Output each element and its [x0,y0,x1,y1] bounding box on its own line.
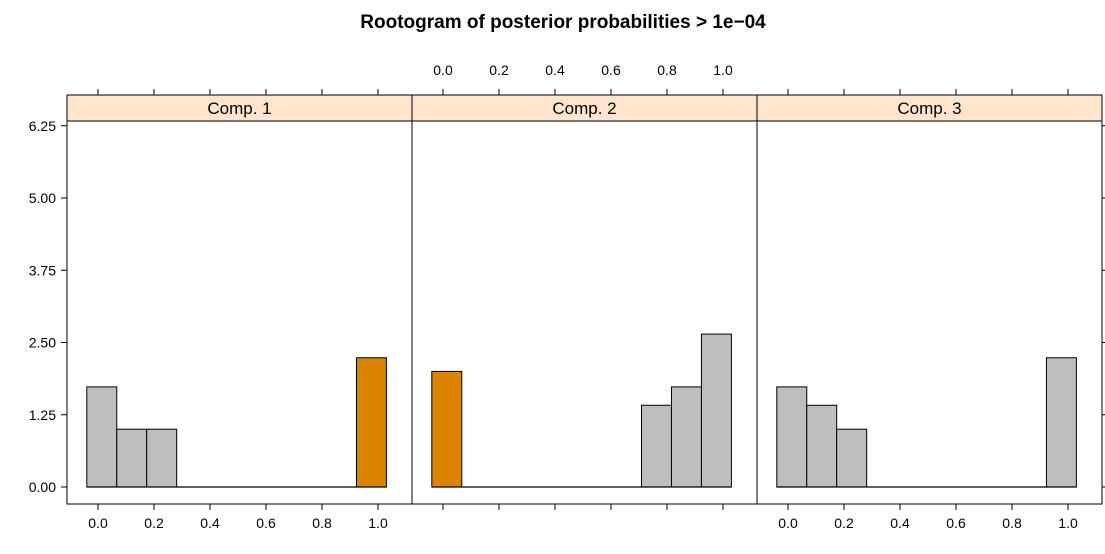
x-tick-label: 1.0 [713,62,733,78]
strip-label: Comp. 1 [207,99,271,118]
panel-2: Comp. 2 0.0 0.2 0.4 0.6 0.8 1.0 [411,62,758,510]
x-tick-label: 0.2 [834,515,854,531]
y-tick-label: 3.75 [29,262,56,278]
bar [776,386,808,488]
x-tick-label: 0.2 [144,515,164,531]
x-tick-label: 0.0 [88,515,108,531]
strip-background [66,94,413,122]
bar [836,428,868,488]
panels: Comp. 1 0.0 0.2 0.4 0.6 0.8 1.0 Comp. 2 0.0 0.2 0.… [29,62,1105,531]
y-tick-label: 6.25 [29,118,56,134]
strip-background [756,94,1103,122]
panel-frame [756,120,1103,505]
y-tick-label: 5.00 [29,190,56,206]
bar [641,404,672,488]
x-tick-label: 0.0 [778,515,798,531]
x-tick-label: 0.8 [312,515,332,531]
y-axis: 0.00 1.25 2.50 3.75 5.00 6.25 [29,118,1105,495]
x-tick-label: 0.8 [1002,515,1022,531]
panel-1: Comp. 1 0.0 0.2 0.4 0.6 0.8 1.0 [66,89,413,531]
bar [1045,357,1077,488]
bar [146,428,178,488]
x-tick-label: 1.0 [368,515,388,531]
x-tick-label: 1.0 [1058,515,1078,531]
bar [700,333,732,488]
x-tick-label: 0.8 [657,62,677,78]
bar [86,386,118,488]
y-tick-label: 2.50 [29,335,56,351]
bar [806,404,838,488]
bar [431,370,463,488]
x-tick-label: 0.6 [601,62,621,78]
strip-label: Comp. 2 [552,99,616,118]
bar [116,428,148,488]
x-tick-label: 0.6 [256,515,276,531]
bar [355,357,387,488]
x-tick-label: 0.0 [433,62,453,78]
bar [670,386,702,488]
y-tick-label: 0.00 [29,479,56,495]
panel-3: Comp. 3 0.0 0.2 0.4 0.6 0.8 1.0 [756,89,1103,531]
chart-title: Rootogram of posterior probabilities > 1… [360,12,766,33]
x-tick-label: 0.4 [545,62,565,78]
x-tick-label: 0.6 [946,515,966,531]
x-tick-label: 0.4 [200,515,220,531]
y-tick-label: 1.25 [29,407,56,423]
strip-label: Comp. 3 [897,99,961,118]
x-tick-label: 0.4 [890,515,910,531]
x-tick-label: 0.2 [489,62,509,78]
